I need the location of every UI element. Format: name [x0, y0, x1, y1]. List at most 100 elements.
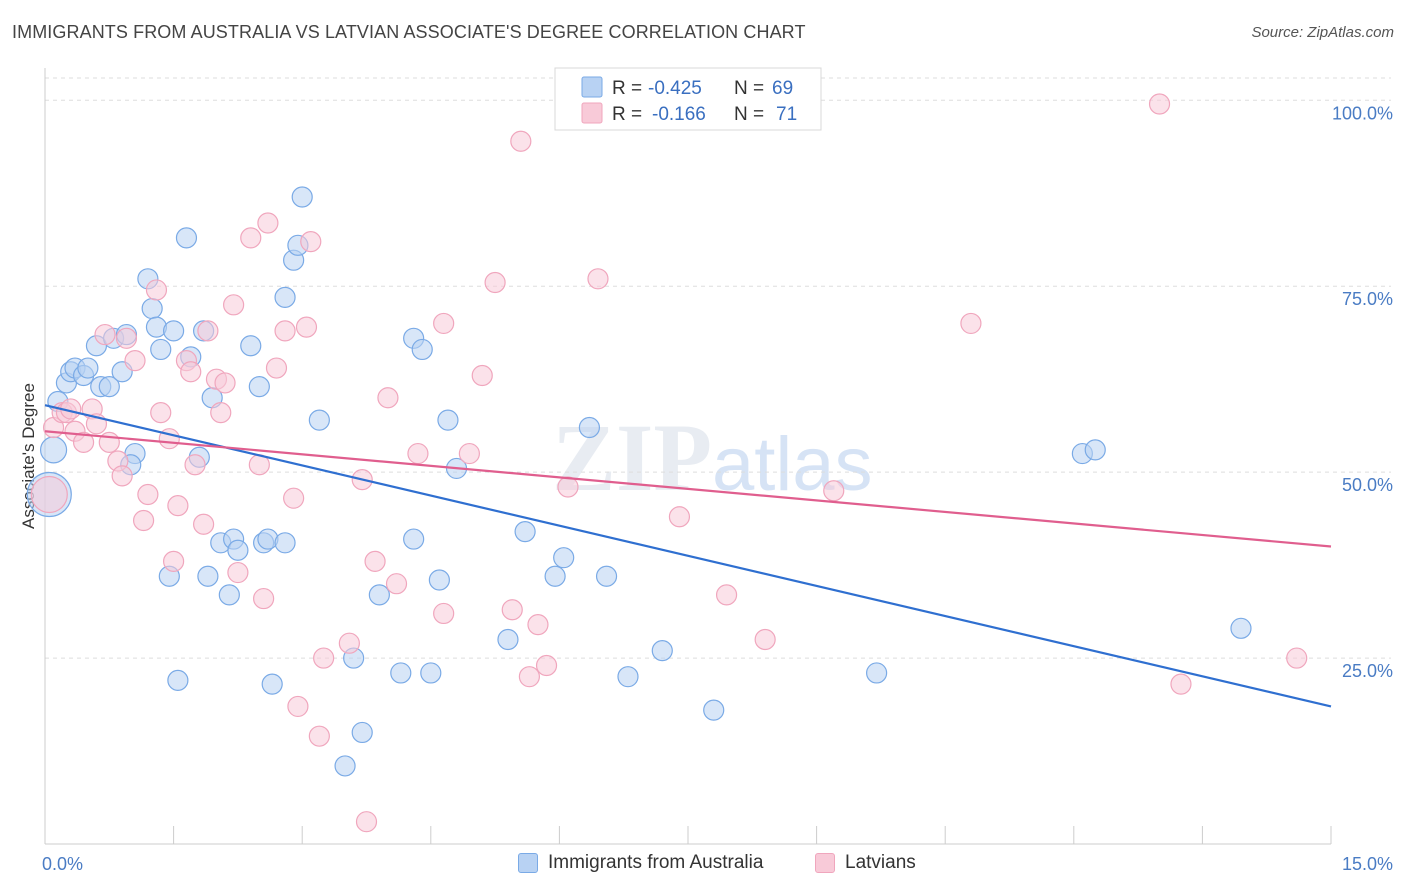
series-1-point-56: [501, 599, 523, 621]
series-0-point-53: [428, 569, 450, 591]
watermark: ZIP atlas: [552, 404, 873, 511]
y-tick-label-0: 25.0%: [1342, 661, 1393, 681]
series-1-point-67: [960, 312, 982, 335]
source-label: Source: ZipAtlas.com: [1251, 24, 1394, 41]
series-1-point-53: [458, 442, 480, 465]
legend-r-value-2: -0.166: [652, 104, 706, 125]
series-0-point-1: [39, 436, 68, 464]
series-1-point-70: [1286, 647, 1308, 669]
legend-n-value-2: 71: [776, 104, 797, 125]
series-1-point-25: [193, 513, 215, 535]
series-0-point-34: [248, 376, 270, 398]
legend-r-label-2: R =: [612, 104, 642, 125]
legend-r-value-1: -0.425: [648, 78, 702, 99]
series-1-point-26: [197, 320, 219, 342]
series-1-point-61: [557, 476, 579, 498]
series-1-point-42: [308, 725, 330, 747]
series-1-point-63: [668, 506, 691, 528]
series-0-point-65: [866, 662, 888, 684]
series-0-point-37: [261, 673, 283, 695]
series-0-point-62: [617, 666, 639, 688]
series-australia-points: [26, 186, 1252, 777]
series-1-point-49: [385, 573, 408, 595]
series-1-point-47: [364, 550, 386, 572]
legend-swatch-latvians: [581, 102, 603, 124]
series-1-point-64: [715, 584, 738, 606]
series-0-point-33: [240, 335, 262, 357]
series-0-point-59: [553, 547, 575, 569]
series-1-point-38: [283, 487, 305, 509]
bottom-legend-latvians: Latvians: [815, 852, 916, 874]
series-1-point-55: [484, 271, 506, 294]
series-1-point-23: [180, 361, 202, 383]
series-0-point-49: [403, 528, 425, 550]
series-1-point-46: [355, 811, 378, 833]
legend-n-label-1: N =: [734, 78, 764, 99]
x-tick-label-0: 0.0%: [42, 854, 83, 874]
series-1-point-21: [167, 495, 189, 517]
series-1-point-13: [115, 327, 138, 349]
series-1-point-62: [587, 268, 609, 290]
series-0-point-64: [703, 699, 725, 721]
series-1-point-16: [137, 483, 159, 506]
series-1-point-60: [535, 654, 558, 677]
legend-n-value-1: 69: [772, 78, 793, 99]
series-0-point-48: [390, 662, 412, 684]
series-1-point-54: [471, 364, 493, 387]
series-0-point-43: [308, 409, 330, 431]
series-1-point-29: [214, 372, 236, 394]
series-1-point-65: [754, 628, 776, 651]
series-1-point-58: [518, 666, 540, 688]
series-1-point-0: [30, 475, 68, 514]
series-0-point-23: [175, 227, 198, 249]
series-0-point-38: [274, 532, 296, 554]
series-1-point-24: [184, 454, 206, 476]
legend-swatch-australia: [581, 76, 603, 98]
trend-line-0: [44, 404, 1332, 708]
series-1-point-15: [132, 509, 155, 532]
series-1-point-66: [823, 480, 845, 502]
series-1-point-43: [313, 647, 335, 669]
series-1-point-52: [433, 602, 455, 625]
series-0-point-67: [1084, 439, 1106, 461]
series-1-point-17: [145, 279, 168, 301]
series-0-point-56: [497, 628, 519, 651]
series-1-point-9: [94, 323, 116, 346]
series-1-point-28: [210, 402, 232, 424]
y-tick-label-2: 75.0%: [1342, 289, 1393, 309]
series-1-point-35: [257, 212, 279, 234]
series-1-point-37: [274, 320, 296, 342]
legend-box: R = -0.425 N = 69 R = -0.166 N = 71: [554, 67, 822, 131]
bottom-legend: Immigrants from Australia Latvians: [0, 852, 1406, 880]
series-0-point-42: [291, 186, 313, 208]
series-0-point-51: [411, 338, 433, 361]
series-0-point-45: [334, 755, 356, 777]
trend-lines: [44, 404, 1332, 708]
series-0-point-27: [197, 565, 219, 587]
trend-line-1: [44, 430, 1332, 548]
series-1-point-12: [111, 465, 133, 487]
series-1-point-14: [124, 350, 146, 372]
bottom-legend-label-latvians: Latvians: [845, 852, 916, 873]
series-0-point-17: [141, 297, 163, 320]
series-0-point-58: [544, 565, 566, 587]
series-1-point-50: [407, 442, 429, 465]
series-1-point-57: [510, 130, 532, 152]
series-1-point-44: [338, 632, 360, 654]
tick-labels: 25.0% 50.0% 75.0% 100.0% 0.0% 15.0%: [42, 103, 1393, 874]
series-1-point-41: [300, 231, 322, 253]
series-0-point-57: [514, 521, 536, 543]
y-tick-label-1: 50.0%: [1342, 475, 1393, 495]
chart-title: IMMIGRANTS FROM AUSTRALIA VS LATVIAN ASS…: [12, 22, 806, 42]
bottom-legend-swatch-australia: [518, 853, 538, 873]
legend-r-label-1: R =: [612, 78, 642, 99]
series-0-point-47: [368, 584, 390, 606]
series-1-point-39: [287, 695, 309, 718]
bottom-legend-swatch-latvians: [815, 853, 835, 873]
watermark-zip: ZIP: [552, 404, 712, 511]
series-1-point-31: [227, 561, 249, 584]
series-1-point-32: [240, 227, 262, 249]
series-1-point-59: [527, 614, 549, 636]
series-0-point-68: [1230, 617, 1252, 639]
